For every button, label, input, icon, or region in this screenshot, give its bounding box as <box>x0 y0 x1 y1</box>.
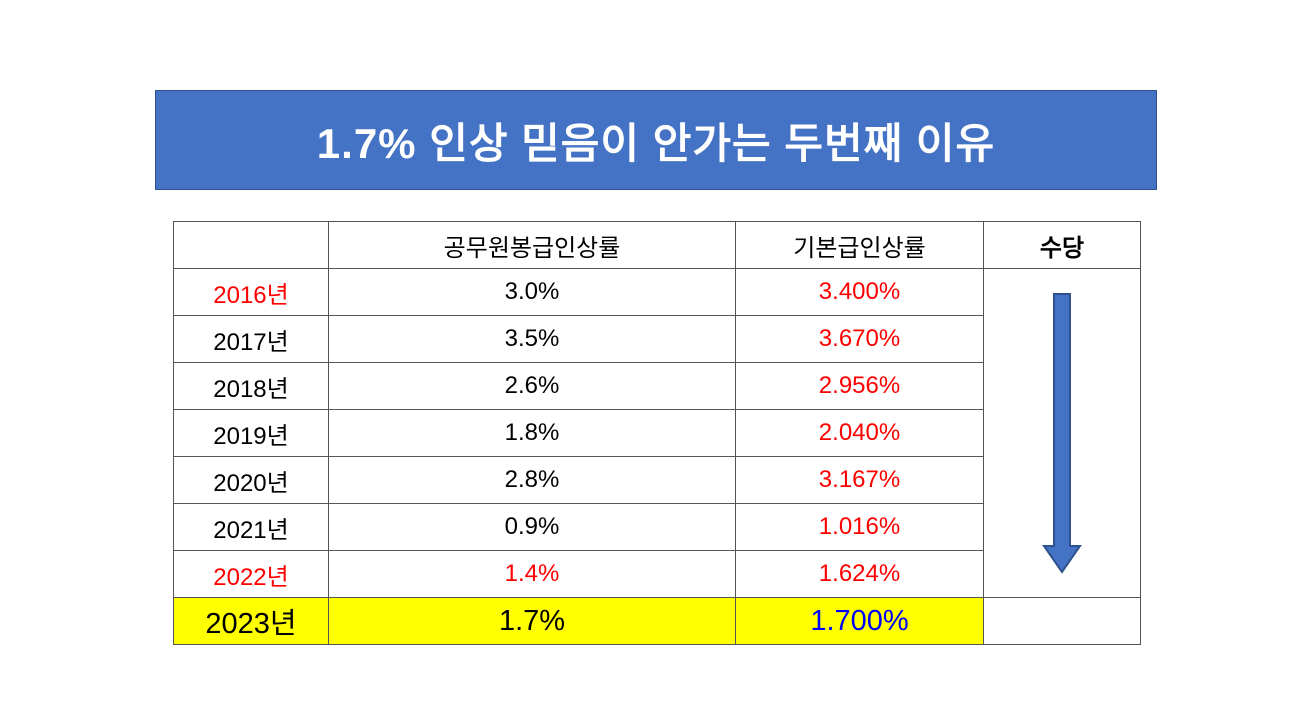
table-row: 2019년 1.8% 2.040% <box>173 409 1141 457</box>
table-row: 2021년 0.9% 1.016% <box>173 503 1141 551</box>
civil-raise-cell: 1.8% <box>328 409 736 457</box>
allowance-cell-2023 <box>983 597 1141 645</box>
down-arrow-icon <box>1042 293 1082 574</box>
civil-raise-cell: 0.9% <box>328 503 736 551</box>
header-base-raise: 기본급인상률 <box>735 221 984 269</box>
highlight-row-2023: 2023년 1.7% 1.700% <box>173 597 1141 645</box>
civil-raise-cell-2023: 1.7% <box>328 597 736 645</box>
base-raise-cell: 2.956% <box>735 362 984 410</box>
table-row: 2016년 3.0% 3.400% <box>173 268 1141 598</box>
allowance-trend-cell <box>983 268 1141 598</box>
header-civil-raise: 공무원봉급인상률 <box>328 221 736 269</box>
table-row: 2020년 2.8% 3.167% <box>173 456 1141 504</box>
civil-raise-cell: 3.0% <box>328 268 736 316</box>
year-cell: 2018년 <box>173 362 329 410</box>
base-raise-cell: 1.016% <box>735 503 984 551</box>
base-raise-cell-2023: 1.700% <box>735 597 984 645</box>
table-row: 2022년 1.4% 1.624% <box>173 550 1141 598</box>
year-cell: 2020년 <box>173 456 329 504</box>
year-cell: 2017년 <box>173 315 329 363</box>
year-cell-2023: 2023년 <box>173 597 329 645</box>
year-cell: 2019년 <box>173 409 329 457</box>
table-header-row: 공무원봉급인상률 기본급인상률 수당 <box>173 221 1141 269</box>
base-raise-cell: 3.670% <box>735 315 984 363</box>
raise-rate-table: 공무원봉급인상률 기본급인상률 수당 2016년 3.0% 3.400% 201… <box>173 221 1141 645</box>
header-allowance: 수당 <box>983 221 1141 269</box>
header-year <box>173 221 329 269</box>
base-raise-cell: 3.400% <box>735 268 984 316</box>
base-raise-cell: 3.167% <box>735 456 984 504</box>
slide-title: 1.7% 인상 믿음이 안가는 두번째 이유 <box>316 119 996 167</box>
year-cell: 2016년 <box>173 268 329 316</box>
year-cell: 2021년 <box>173 503 329 551</box>
year-cell: 2022년 <box>173 550 329 598</box>
civil-raise-cell: 2.6% <box>328 362 736 410</box>
base-raise-cell: 2.040% <box>735 409 984 457</box>
civil-raise-cell: 2.8% <box>328 456 736 504</box>
civil-raise-cell: 1.4% <box>328 550 736 598</box>
civil-raise-cell: 3.5% <box>328 315 736 363</box>
table-row: 2017년 3.5% 3.670% <box>173 315 1141 363</box>
base-raise-cell: 1.624% <box>735 550 984 598</box>
title-banner: 1.7% 인상 믿음이 안가는 두번째 이유 <box>155 90 1157 190</box>
